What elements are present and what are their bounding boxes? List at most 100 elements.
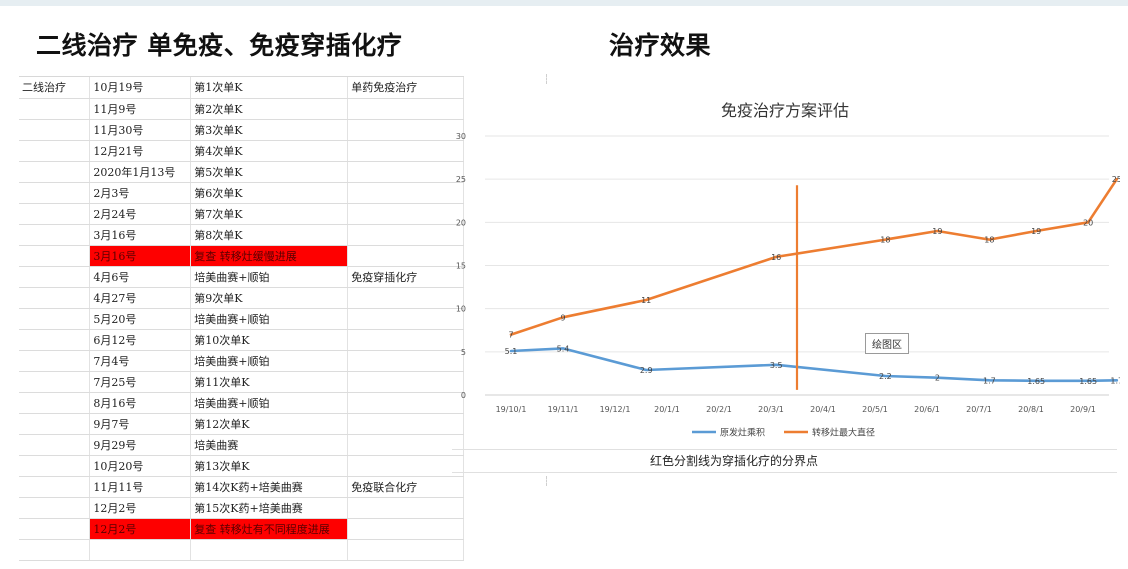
table-cell <box>19 434 91 456</box>
table-cell: 2月24号 <box>89 203 192 225</box>
data-label: 3.5 <box>770 361 783 370</box>
table-row: 11月30号 第3次单K <box>19 119 464 141</box>
table-cell <box>347 539 464 561</box>
table-cell: 9月7号 <box>89 413 192 435</box>
table-cell <box>347 350 464 372</box>
table-cell <box>19 518 91 540</box>
table-cell: 第12次单K <box>190 413 349 435</box>
table-cell: 免疫联合化疗 <box>347 476 464 498</box>
table-cell <box>19 119 91 141</box>
table-row: 4月6号 培美曲赛+顺铂 免疫穿插化疗 <box>19 266 464 288</box>
y-tick-label: 10 <box>456 305 466 314</box>
table-cell: 2月3号 <box>89 182 192 204</box>
x-tick-label: 19/11/1 <box>548 405 579 414</box>
table-cell: 第9次单K <box>190 287 349 309</box>
table-cell <box>19 266 91 288</box>
table-cell: 第1次单K <box>190 77 349 99</box>
sheet-divider-mark <box>546 476 547 486</box>
table-cell: 第7次单K <box>190 203 349 225</box>
table-row: 10月20号 第13次单K <box>19 455 464 477</box>
table-cell: 4月6号 <box>89 266 192 288</box>
x-tick-label: 20/8/1 <box>1018 405 1044 414</box>
x-tick-label: 19/10/1 <box>496 405 527 414</box>
table-cell <box>347 308 464 330</box>
table-cell: 复查 转移灶有不同程度进展 <box>190 518 349 540</box>
table-cell <box>19 497 91 519</box>
x-tick-label: 20/5/1 <box>862 405 888 414</box>
data-labels: 5.1 5.4 2.9 3.5 2.2 2 1.7 1.65 1.65 1.7 7 9 11 16 18 19… <box>505 175 1120 386</box>
table-row: 7月25号 第11次单K <box>19 371 464 393</box>
table-row: 9月29号 培美曲赛 <box>19 434 464 456</box>
table-cell <box>347 434 464 456</box>
data-label: 5.1 <box>505 347 518 356</box>
table-cell: 11月11号 <box>89 476 192 498</box>
table-cell: 第10次单K <box>190 329 349 351</box>
table-cell <box>19 161 91 183</box>
table-row: 6月12号 第10次单K <box>19 329 464 351</box>
table-cell: 第6次单K <box>190 182 349 204</box>
table-cell: 4月27号 <box>89 287 192 309</box>
table-row: 9月7号 第12次单K <box>19 413 464 435</box>
table-row: 二线治疗 10月19号 第1次单K 单药免疫治疗 <box>19 77 464 99</box>
table-cell <box>19 224 91 246</box>
series-line <box>509 347 1119 383</box>
table-row: 3月16号 第8次单K <box>19 224 464 246</box>
table-cell: 免疫穿插化疗 <box>347 266 464 288</box>
treatment-table-grid: 二线治疗 10月19号 第1次单K 单药免疫治疗 11月9号 第2次单K 11月30号 第3次… <box>19 77 464 561</box>
table-cell: 培美曲赛+顺铂 <box>190 266 349 288</box>
table-cell <box>347 371 464 393</box>
table-cell: 第4次单K <box>190 140 349 162</box>
table-cell <box>347 392 464 414</box>
chart-title: 免疫治疗方案评估 <box>721 101 849 120</box>
table-cell: 培美曲赛 <box>190 434 349 456</box>
table-cell <box>19 245 91 267</box>
table-cell: 11月30号 <box>89 119 192 141</box>
table-cell <box>347 98 464 120</box>
table-cell <box>19 371 91 393</box>
x-tick-label: 20/3/1 <box>758 405 784 414</box>
sheet-divider-mark <box>546 74 547 84</box>
table-cell: 第13次单K <box>190 455 349 477</box>
table-cell <box>19 476 91 498</box>
table-cell: 12月21号 <box>89 140 192 162</box>
table-row: 11月9号 第2次单K <box>19 98 464 120</box>
table-row: 7月4号 培美曲赛+顺铂 <box>19 350 464 372</box>
table-cell <box>19 329 91 351</box>
table-cell <box>19 350 91 372</box>
chart-note: 红色分割线为穿插化疗的分界点 <box>650 454 819 468</box>
data-label: 18 <box>880 236 890 245</box>
table-cell <box>347 140 464 162</box>
table-cell <box>89 539 192 561</box>
data-label: 9 <box>560 313 565 322</box>
table-cell: 第15次K药+培美曲赛 <box>190 497 349 519</box>
data-label: 11 <box>641 296 651 305</box>
data-label: 18 <box>984 236 994 245</box>
table-cell <box>19 413 91 435</box>
y-tick-label: 15 <box>456 262 466 271</box>
table-cell: 12月2号 <box>89 518 192 540</box>
table-cell: 8月16号 <box>89 392 192 414</box>
y-axis-ticks: 0 5 10 15 20 25 30 <box>456 132 466 400</box>
table-cell: 二线治疗 <box>19 77 91 99</box>
table-cell: 6月12号 <box>89 329 192 351</box>
table-row <box>19 539 464 561</box>
table-cell <box>347 161 464 183</box>
x-axis-ticks: 19/10/1 19/11/1 19/12/1 20/1/1 20/2/1 20/3/1 2… <box>496 405 1096 414</box>
top-bar <box>0 0 1128 6</box>
slide-title-left: 二线治疗 单免疫、免疫穿插化疗 <box>36 31 403 60</box>
table-cell: 培美曲赛+顺铂 <box>190 308 349 330</box>
table-cell <box>19 455 91 477</box>
sheet-grid-strip <box>452 449 1117 473</box>
table-cell <box>19 203 91 225</box>
table-row: 12月2号 第15次K药+培美曲赛 <box>19 497 464 519</box>
data-label: 16 <box>771 253 781 262</box>
table-cell <box>19 287 91 309</box>
table-cell <box>347 497 464 519</box>
table-cell <box>347 455 464 477</box>
table-cell: 9月29号 <box>89 434 192 456</box>
table-cell: 5月20号 <box>89 308 192 330</box>
data-label: 1.7 <box>983 376 996 385</box>
table-row: 11月11号 第14次K药+培美曲赛 免疫联合化疗 <box>19 476 464 498</box>
table-cell <box>19 308 91 330</box>
